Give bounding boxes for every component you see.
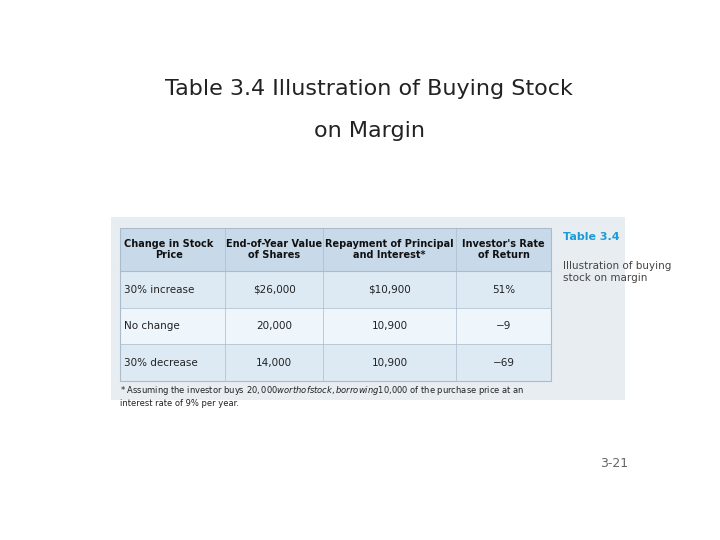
Text: $26,000: $26,000 (253, 285, 295, 295)
Text: 30% decrease: 30% decrease (124, 357, 198, 368)
FancyBboxPatch shape (120, 272, 552, 308)
Text: on Margin: on Margin (313, 121, 425, 141)
Text: End-of-Year Value
of Shares: End-of-Year Value of Shares (226, 239, 323, 260)
Text: −69: −69 (492, 357, 515, 368)
Text: No change: No change (124, 321, 180, 331)
Text: 20,000: 20,000 (256, 321, 292, 331)
FancyBboxPatch shape (120, 308, 552, 345)
Text: Change in Stock
Price: Change in Stock Price (124, 239, 213, 260)
Text: Table 3.4: Table 3.4 (563, 232, 620, 242)
Text: Illustration of buying
stock on margin: Illustration of buying stock on margin (563, 261, 672, 282)
Text: 10,900: 10,900 (372, 321, 408, 331)
Text: Investor's Rate
of Return: Investor's Rate of Return (462, 239, 545, 260)
Text: 3-21: 3-21 (600, 457, 629, 470)
Text: * Assuming the investor buys $20,000 worth of stock, borrowing $10,000 of the pu: * Assuming the investor buys $20,000 wor… (120, 384, 524, 408)
Text: 14,000: 14,000 (256, 357, 292, 368)
Text: 30% increase: 30% increase (124, 285, 194, 295)
FancyBboxPatch shape (120, 345, 552, 381)
Text: $10,900: $10,900 (368, 285, 411, 295)
FancyBboxPatch shape (120, 228, 552, 272)
Text: −9: −9 (496, 321, 511, 331)
Text: 10,900: 10,900 (372, 357, 408, 368)
Text: Repayment of Principal
and Interest*: Repayment of Principal and Interest* (325, 239, 454, 260)
FancyBboxPatch shape (111, 217, 624, 400)
Text: 51%: 51% (492, 285, 516, 295)
Text: Table 3.4 Illustration of Buying Stock: Table 3.4 Illustration of Buying Stock (165, 79, 573, 99)
